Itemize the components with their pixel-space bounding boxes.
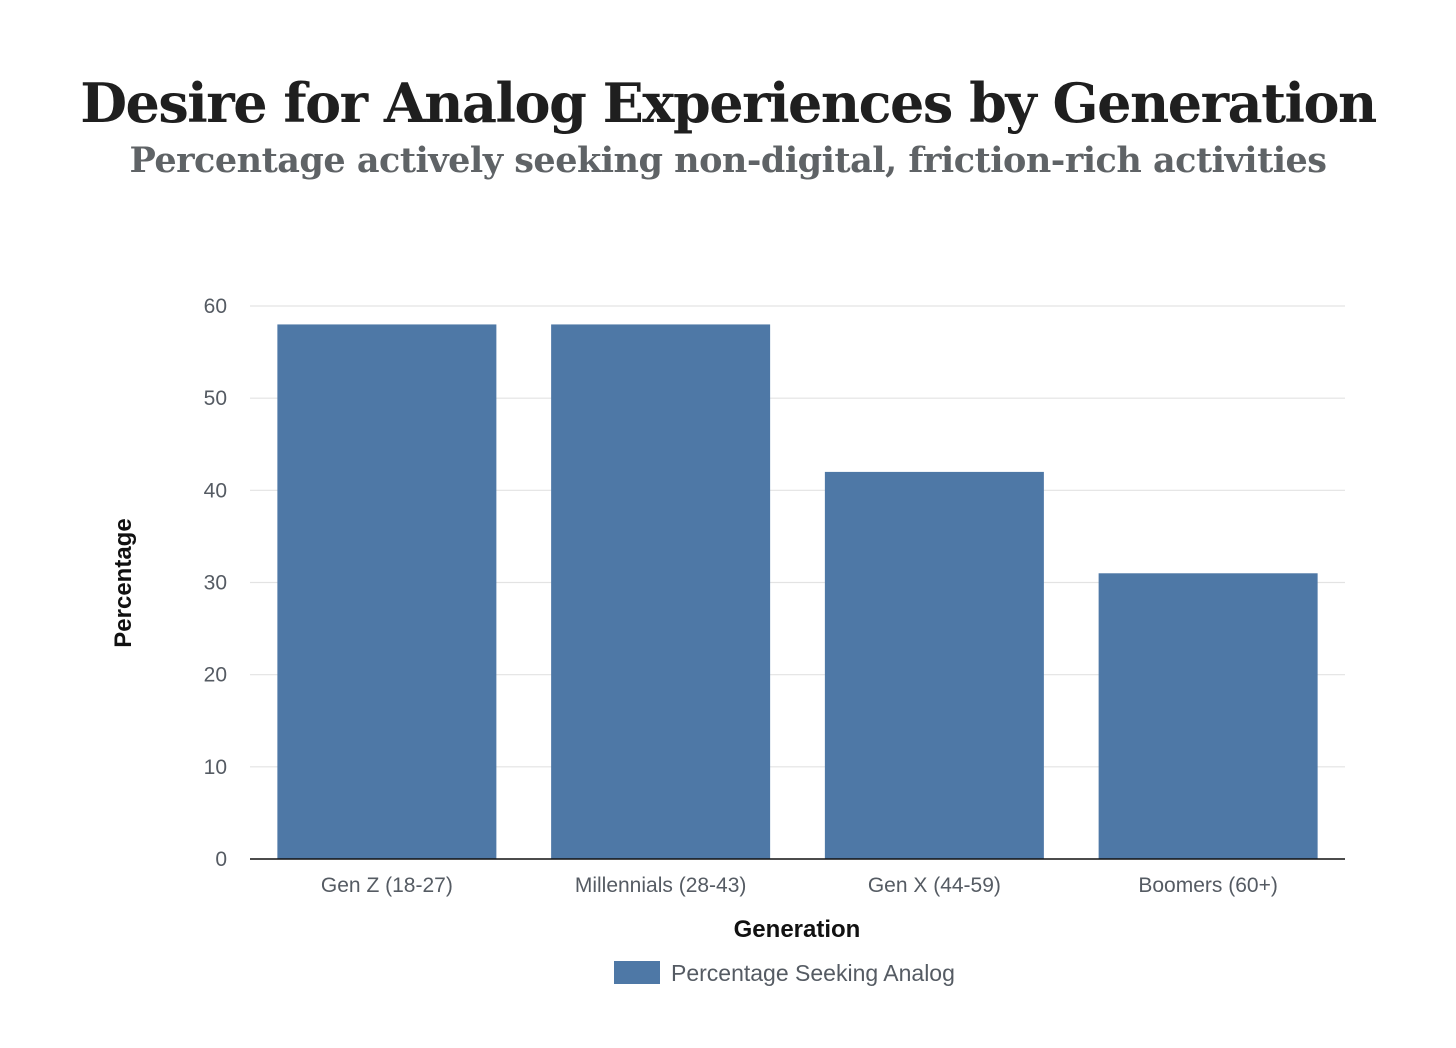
bar xyxy=(277,324,497,859)
y-tick-label: 40 xyxy=(204,479,227,502)
x-tick-label: Boomers (60+) xyxy=(1138,874,1277,897)
x-axis-categories: Gen Z (18-27) Millennials (28-43) Gen X (4… xyxy=(321,874,1278,897)
bars xyxy=(277,324,1318,859)
x-tick-label: Gen X (44-59) xyxy=(868,874,1001,897)
bar xyxy=(1098,573,1318,859)
x-tick-label: Millennials (28-43) xyxy=(575,874,747,897)
x-tick-label: Gen Z (18-27) xyxy=(321,874,453,897)
y-axis-ticks: 0 10 20 30 40 50 60 xyxy=(204,295,227,871)
x-axis-title: Generation xyxy=(734,916,861,943)
legend-label: Percentage Seeking Analog xyxy=(671,960,955,986)
legend-swatch xyxy=(614,961,660,984)
chart-subtitle: Percentage actively seeking non-digital,… xyxy=(129,140,1326,181)
y-tick-label: 20 xyxy=(204,664,227,687)
y-tick-label: 10 xyxy=(204,756,227,779)
chart-title: Desire for Analog Experiences by Generat… xyxy=(80,71,1377,135)
y-tick-label: 0 xyxy=(215,848,227,871)
legend: Percentage Seeking Analog xyxy=(614,960,955,986)
y-tick-label: 50 xyxy=(204,387,227,410)
y-axis-title: Percentage xyxy=(110,518,137,647)
bar xyxy=(551,324,771,859)
bar xyxy=(824,471,1044,859)
y-tick-label: 60 xyxy=(204,295,227,318)
y-tick-label: 30 xyxy=(204,572,227,595)
